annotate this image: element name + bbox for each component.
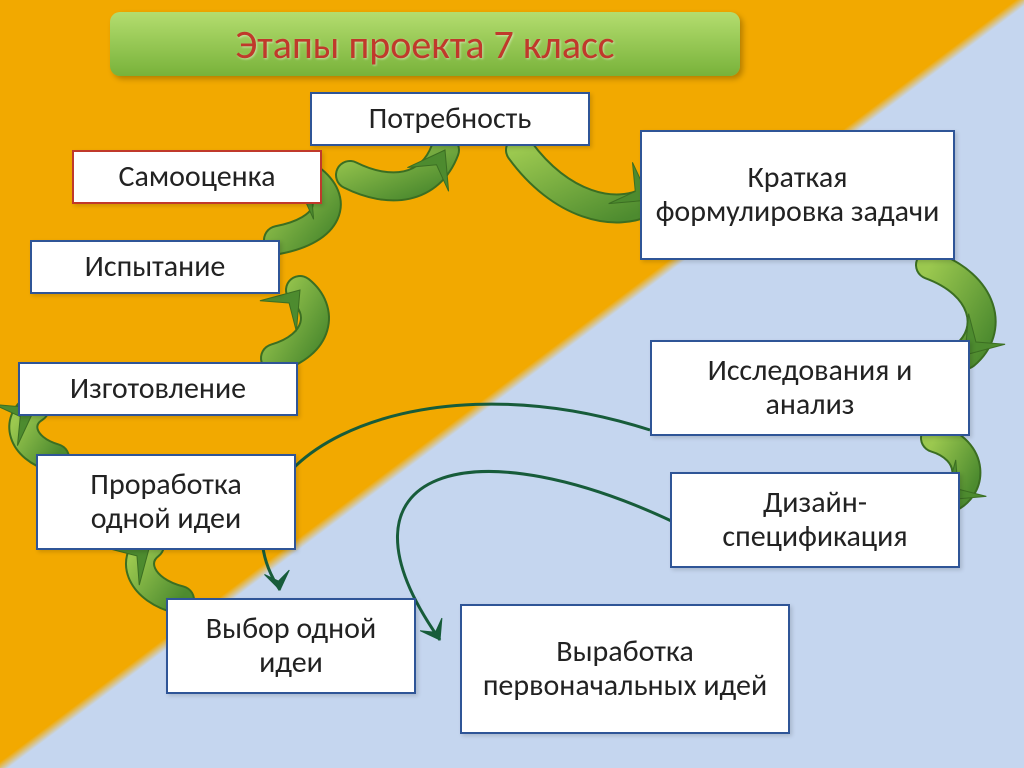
node-self-label: Самооценка bbox=[118, 160, 275, 195]
node-designspec-label: Дизайн-спецификация bbox=[682, 486, 948, 555]
node-refine-label: Проработка одной идеи bbox=[48, 468, 284, 537]
node-choose: Выбор одной идеи bbox=[166, 598, 416, 694]
node-brief: Краткая формулировка задачи bbox=[640, 130, 955, 260]
node-make: Изготовление bbox=[18, 362, 298, 416]
node-test-label: Испытание bbox=[85, 250, 226, 285]
node-research: Исследования и анализ bbox=[650, 340, 970, 436]
node-ideas: Выработка первоначальных идей bbox=[460, 604, 790, 734]
node-refine: Проработка одной идеи bbox=[36, 454, 296, 550]
arrow-self-to-need bbox=[350, 138, 466, 191]
node-brief-label: Краткая формулировка задачи bbox=[652, 161, 943, 230]
arrow-ideas-to-choose bbox=[262, 404, 650, 592]
node-self: Самооценка bbox=[72, 150, 322, 204]
node-need: Потребность bbox=[310, 92, 590, 146]
node-choose-label: Выбор одной идеи bbox=[178, 612, 404, 681]
node-need-label: Потребность bbox=[369, 102, 532, 137]
diagram-canvas: Этапы проекта 7 класс Потребность Самооцен… bbox=[0, 0, 1024, 768]
title-bar: Этапы проекта 7 класс bbox=[110, 12, 740, 76]
node-research-label: Исследования и анализ bbox=[662, 354, 958, 423]
node-make-label: Изготовление bbox=[70, 372, 246, 407]
node-ideas-label: Выработка первоначальных идей bbox=[472, 635, 778, 704]
title-text: Этапы проекта 7 класс bbox=[235, 20, 614, 69]
node-designspec: Дизайн-спецификация bbox=[670, 472, 960, 568]
node-test: Испытание bbox=[30, 240, 280, 294]
